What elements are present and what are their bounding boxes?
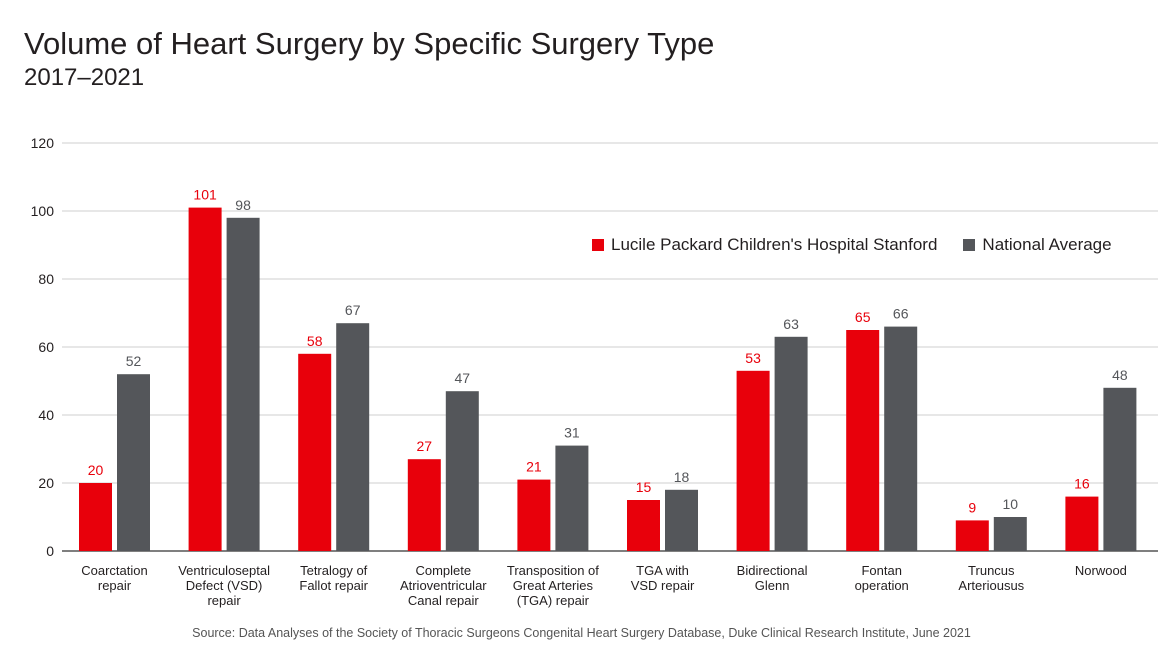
x-category-label-line: Canal repair (408, 593, 479, 608)
bar (336, 323, 370, 551)
chart-subtitle: 2017–2021 (24, 64, 145, 91)
x-category-label: Complete Atrioventricular Canal repair (400, 563, 487, 608)
bar (298, 353, 332, 551)
data-label: 27 (417, 438, 433, 454)
bar (627, 500, 660, 551)
bar (517, 479, 551, 551)
x-category-label-line: operation (855, 578, 909, 593)
x-category-label: TGA with VSD repair (631, 563, 695, 593)
legend-item-hospital: Lucile Packard Children's Hospital Stanf… (592, 235, 937, 255)
source-note: Source: Data Analyses of the Society of … (192, 626, 971, 640)
x-category-label: Ventriculoseptal Defect (VSD) repair (178, 563, 270, 608)
data-label: 58 (307, 333, 323, 349)
data-label: 18 (674, 469, 690, 485)
bar (407, 459, 441, 551)
x-category-label-line: (TGA) repair (517, 593, 590, 608)
x-category-label: Tetralogy of Fallot repair (299, 563, 368, 593)
x-category-label-line: Complete (415, 563, 471, 578)
data-label: 53 (745, 350, 761, 366)
x-category-label-line: Ventriculoseptal (178, 563, 270, 578)
legend: Lucile Packard Children's Hospital Stanf… (592, 235, 1112, 255)
x-category-label-line: Glenn (755, 578, 790, 593)
x-category-label-line: Tetralogy of (300, 563, 368, 578)
data-label: 65 (855, 309, 871, 325)
bar (846, 330, 880, 551)
bar (117, 374, 150, 551)
data-label: 9 (968, 499, 976, 515)
bar (774, 336, 808, 551)
data-label: 16 (1074, 476, 1090, 492)
data-label: 20 (88, 462, 104, 478)
data-label: 10 (1003, 496, 1019, 512)
data-label: 52 (126, 353, 142, 369)
y-tick-label: 80 (38, 271, 54, 287)
x-category-label-line: Arteriousus (958, 578, 1024, 593)
legend-swatch-hospital (592, 239, 604, 251)
legend-swatch-national (963, 239, 976, 251)
x-category-label-line: Truncus (968, 563, 1015, 578)
data-label: 98 (235, 197, 251, 213)
data-label: 48 (1112, 367, 1128, 383)
x-category-label-line: TGA with (636, 563, 689, 578)
x-category-label-line: VSD repair (631, 578, 695, 593)
x-category-label-line: Atrioventricular (400, 578, 487, 593)
y-tick-label: 40 (38, 407, 54, 423)
x-category-label-line: Bidirectional (737, 563, 808, 578)
x-category-label: Coarctation repair (81, 563, 147, 593)
data-label: 101 (193, 187, 217, 203)
data-label: 66 (893, 306, 909, 322)
x-category-label-line: Fallot repair (299, 578, 368, 593)
x-category-label: Truncus Arteriousus (958, 563, 1024, 593)
y-tick-label: 0 (46, 543, 54, 559)
bar (1103, 387, 1137, 551)
x-category-label-line: Fontan (861, 563, 901, 578)
data-label: 47 (455, 370, 471, 386)
bar (955, 520, 989, 551)
data-label: 31 (564, 425, 580, 441)
data-label: 21 (526, 459, 542, 475)
x-category-label-line: repair (98, 578, 132, 593)
legend-label-national: National Average (982, 235, 1112, 254)
bar (884, 326, 918, 551)
chart-title: Volume of Heart Surgery by Specific Surg… (24, 26, 715, 61)
y-tick-label: 120 (31, 135, 55, 151)
x-category-label-line: Norwood (1075, 563, 1127, 578)
y-tick-label: 60 (38, 339, 54, 355)
legend-label-hospital: Lucile Packard Children's Hospital Stanf… (611, 235, 938, 254)
bar (226, 217, 260, 552)
y-tick-label: 100 (31, 203, 55, 219)
x-category-label-line: Great Arteries (513, 578, 594, 593)
data-label: 63 (783, 316, 799, 332)
data-label: 15 (636, 479, 652, 495)
x-category-label: Norwood (1075, 563, 1127, 578)
bar (665, 489, 698, 551)
bar (555, 445, 589, 551)
bar (993, 517, 1027, 551)
x-category-label: Fontan operation (855, 563, 909, 593)
x-category-label-line: repair (207, 593, 241, 608)
x-category-label: Bidirectional Glenn (737, 563, 808, 593)
legend-item-national: National Average (963, 235, 1112, 255)
x-category-label: Transposition of Great Arteries (TGA) repa… (507, 563, 599, 608)
bar (188, 207, 222, 551)
bar (445, 391, 479, 551)
bar (1065, 496, 1099, 551)
bar (736, 370, 770, 551)
y-tick-label: 20 (38, 475, 54, 491)
x-category-label-line: Defect (VSD) (186, 578, 263, 593)
data-label: 67 (345, 302, 361, 318)
x-category-label-line: Coarctation (81, 563, 147, 578)
bar (79, 483, 112, 551)
x-category-label-line: Transposition of (507, 563, 599, 578)
